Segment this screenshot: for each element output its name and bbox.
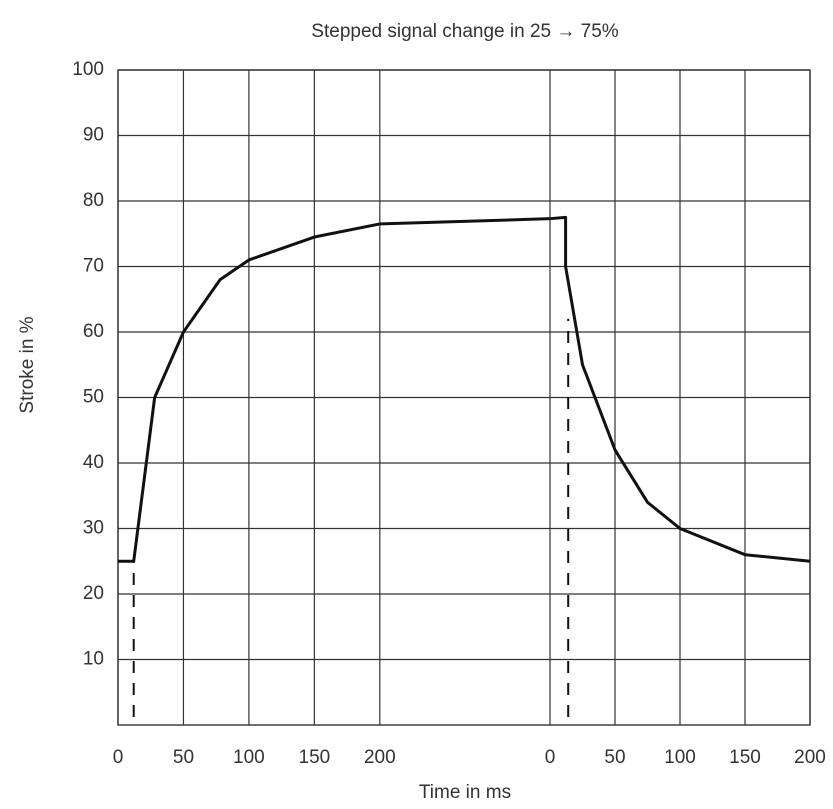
y-tick-label: 80: [83, 190, 104, 211]
x-tick-label: 150: [729, 747, 761, 768]
x-tick-label: 100: [664, 747, 696, 768]
y-tick-label: 100: [72, 59, 104, 80]
x-tick-label: 0: [113, 747, 124, 768]
y-tick-label: 20: [83, 583, 104, 604]
chart-title: Stepped signal change in 25 → 75%: [311, 21, 618, 42]
x-tick-label: 50: [173, 747, 194, 768]
y-axis-label: Stroke in %: [17, 316, 38, 413]
y-tick-label: 70: [83, 256, 104, 277]
signal-line: [549, 215, 811, 563]
y-tick-label: 60: [83, 321, 104, 342]
x-tick-label: 150: [299, 747, 331, 768]
y-tick-label: 30: [83, 518, 104, 539]
y-tick-label: 90: [83, 125, 104, 146]
y-tick-label: 40: [83, 452, 104, 473]
x-axis-label: Time in ms: [419, 782, 511, 803]
x-tick-label: 200: [794, 747, 826, 768]
x-tick-label: 0: [545, 747, 556, 768]
x-tick-label: 100: [233, 747, 265, 768]
x-tick-label: 200: [364, 747, 396, 768]
signal-line: [118, 217, 551, 563]
y-tick-label: 10: [83, 649, 104, 670]
y-tick-label: 50: [83, 387, 104, 408]
x-tick-label: 50: [604, 747, 625, 768]
